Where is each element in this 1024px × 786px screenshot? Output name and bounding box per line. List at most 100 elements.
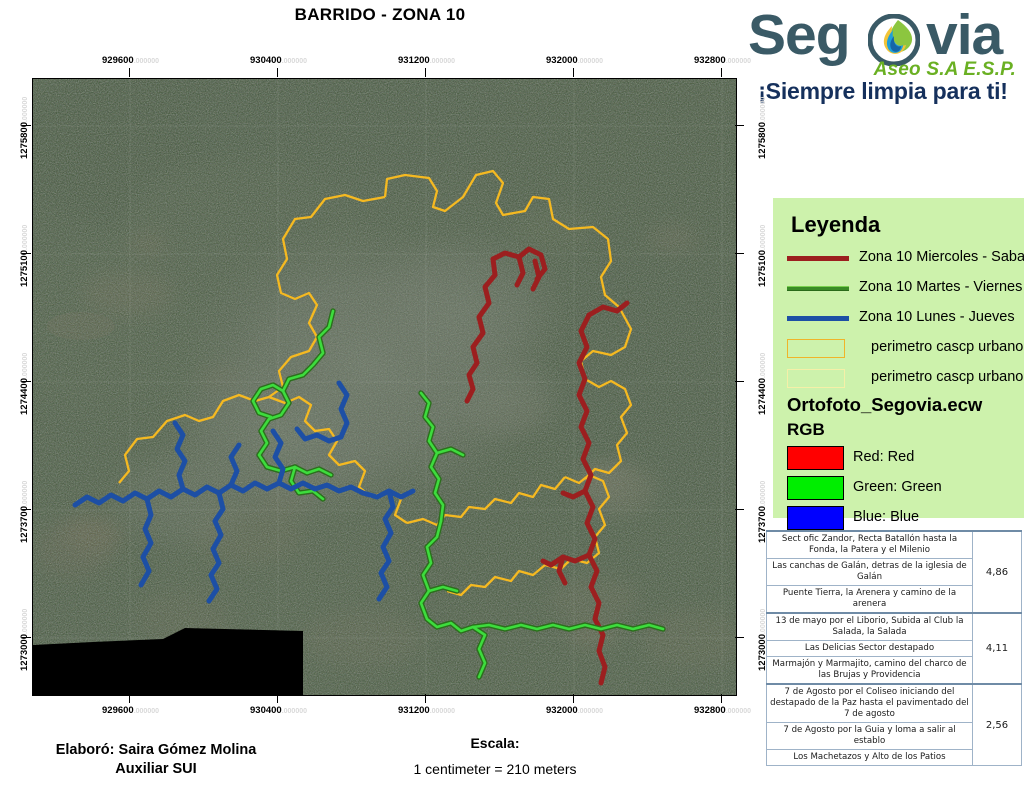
table-row: 7 de Agosto por el Coliseo iniciando del… [766,683,1022,766]
route-martes-viernes [251,309,665,679]
y-tick-mark [735,637,744,638]
x-tick-mark [277,68,278,77]
y-tick-mark [22,509,31,510]
table-row: Las canchas de Galán, detras de la igles… [766,558,1022,586]
band-swatch-blue [787,506,844,530]
band-label-red: Red: Red [853,449,915,465]
y-tick-mark [735,509,744,510]
route-description-cell: 7 de Agosto por el Coliseo iniciando del… [766,683,973,723]
y-tick-mark [735,125,744,126]
y-tick-label: 1275100.000000 [757,224,768,287]
routes-table-body: Sect ofic Zandor, Recta Batallón hasta l… [766,530,1022,766]
x-tick-label: 932000.000000 [546,55,604,66]
x-tick-label: 932800.000000 [694,55,752,66]
logo-wordmark: Seg via [744,2,1022,68]
y-tick-mark [22,637,31,638]
route-description-cell: 7 de Agosto por la Guia y loma a salir a… [766,722,973,750]
map-canvas[interactable] [32,78,737,696]
x-tick-mark [129,68,130,77]
route-overlay-layer [72,169,666,686]
legend-label: perimetro cascp urbano [871,339,1024,355]
raster-subtitle: RGB [787,420,825,439]
x-tick-mark [573,68,574,77]
y-tick-label: 1275800.000000 [19,96,30,159]
y-tick-label: 1274400.000000 [757,352,768,415]
perimeter-casco-urbano [118,169,633,597]
logo-word-post: via [926,3,1003,67]
x-tick-label: 929600.000000 [102,55,160,66]
route-value-cell: 4,86 [972,530,1022,614]
y-tick-mark [22,381,31,382]
legend-title: Leyenda [791,212,881,237]
band-swatch-red [787,446,844,470]
route-description-cell: 13 de mayo por el Liborio, Subida al Clu… [766,612,973,641]
legend-swatch-orange-box [787,339,845,358]
table-row: Sect ofic Zandor, Recta Batallón hasta l… [766,530,1022,614]
water-drop-leaf-icon [868,14,920,66]
route-martes-viernes-casing [250,308,666,680]
y-tick-label: 1274400.000000 [19,352,30,415]
x-tick-mark [425,68,426,77]
band-label-blue: Blue: Blue [853,509,920,525]
x-tick-mark [277,694,278,703]
legend-label: Zona 10 Miercoles - Sabado [859,249,1024,265]
table-row: 7 de Agosto por la Guia y loma a salir a… [766,722,1022,750]
y-tick-label: 1275800.000000 [757,96,768,159]
route-description-cell: Marmajón y Marmajito, camino del charco … [766,656,973,685]
route-value-cell: 4,11 [972,612,1022,685]
scale-label: Escala: [470,735,520,751]
table-row: Puente Tierra, la Arenera y camino de la… [766,585,1022,614]
x-tick-label: 932800.000000 [694,705,752,716]
legend-swatch-blue-line [787,316,849,321]
x-tick-mark [129,694,130,703]
logo-slogan: ¡Siempre limpia para ti! [758,78,1008,104]
x-tick-label: 930400.000000 [250,705,308,716]
raster-title: Ortofoto_Segovia.ecw [787,394,983,415]
author-name: Elaboró: Saira Gómez Molina [55,742,257,758]
x-tick-label: 931200.000000 [398,705,456,716]
table-row: Los Machetazos y Alto de los Patios [766,749,1022,766]
y-tick-label: 1273700.000000 [19,480,30,543]
y-tick-mark [22,253,31,254]
x-tick-label: 929600.000000 [102,705,160,716]
logo-subtitle: Aseo S.A E.S.P. [873,59,1016,80]
y-tick-mark [22,125,31,126]
x-tick-mark [721,68,722,77]
author-role: Auxiliar SUI [115,761,197,777]
x-tick-mark [721,694,722,703]
orthophoto-raster [33,79,736,695]
legend-label: Zona 10 Martes - Viernes [859,279,1023,295]
x-tick-mark [573,694,574,703]
y-tick-label: 1275100.000000 [19,224,30,287]
x-tick-label: 931200.000000 [398,55,456,66]
segovia-logo: Seg via Aseo S.A E.S.P. ¡Siempre limpia … [744,2,1022,104]
legend-label: perimetro cascp urbano [871,369,1024,385]
author-credit: Elaboró: Saira Gómez Molina Auxiliar SUI [6,741,306,779]
legend-swatch-pale-box [787,369,845,388]
page-title: BARRIDO - ZONA 10 [294,5,466,24]
route-description-cell: Las canchas de Galán, detras de la igles… [766,558,973,586]
route-miercoles-sabado [464,246,630,686]
band-swatch-green [787,476,844,500]
route-description-cell: Las Delicias Sector destapado [766,640,973,657]
band-label-green: Green: Green [853,479,942,495]
route-description-cell: Puente Tierra, la Arenera y camino de la… [766,585,973,614]
routes-table: Sect ofic Zandor, Recta Batallón hasta l… [766,530,1022,766]
x-tick-mark [425,694,426,703]
x-tick-label: 930400.000000 [250,55,308,66]
scale-value: 1 centimeter = 210 meters [413,761,577,777]
route-description-cell: Los Machetazos y Alto de los Patios [766,749,973,766]
y-tick-mark [735,381,744,382]
x-tick-label: 932000.000000 [546,705,604,716]
route-value-cell: 2,56 [972,683,1022,766]
y-tick-label: 1273000.000000 [19,608,30,671]
route-description-cell: Sect ofic Zandor, Recta Batallón hasta l… [766,530,973,559]
legend-swatch-red-line [787,256,849,261]
legend-label: Zona 10 Lunes - Jueves [859,309,1015,325]
route-lunes-jueves [72,380,416,604]
legend-panel: Leyenda Zona 10 Miercoles - Sabado Zona … [773,198,1024,530]
logo-word-pre: Seg [748,3,851,67]
legend-swatch-green-line [787,286,849,291]
table-row: Las Delicias Sector destapado [766,640,1022,657]
